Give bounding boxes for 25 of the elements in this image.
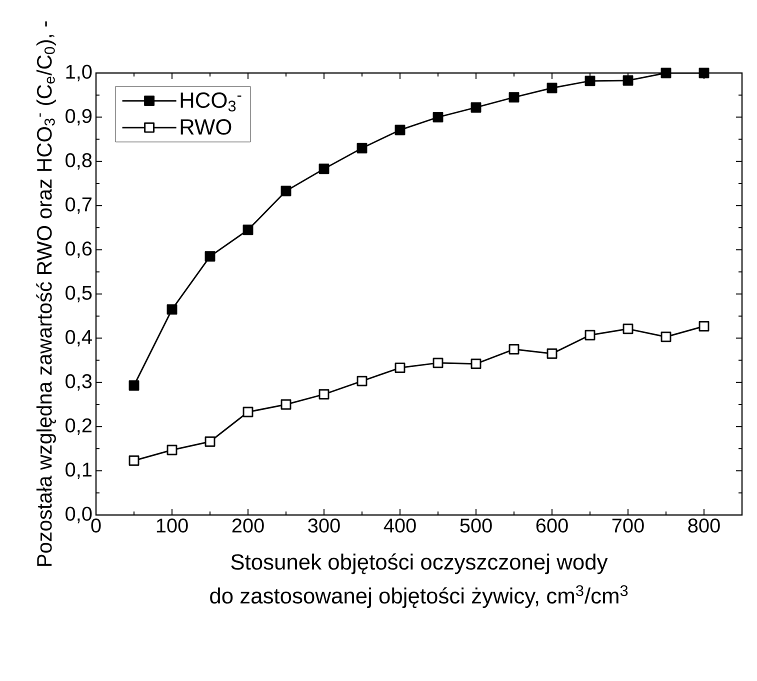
text: Stosunek objętości oczyszczonej wody bbox=[231, 553, 608, 574]
y-tick-label: 0,4 bbox=[66, 330, 92, 346]
x-tick-label: 200 bbox=[232, 518, 264, 533]
x-tick-label: 0 bbox=[91, 518, 101, 533]
text: do zastosowanej objętości żywicy, cm$^{3}$/cm$^{3}$ bbox=[210, 585, 628, 608]
x-tick-label: 400 bbox=[384, 518, 416, 533]
y-tick-label: 0,5 bbox=[66, 286, 92, 302]
y-tick-label: 0,8 bbox=[66, 153, 92, 170]
x-tick-label: 800 bbox=[688, 518, 720, 533]
x-tick-label: 700 bbox=[612, 518, 644, 533]
y-tick-label: 0,1 bbox=[66, 462, 92, 480]
y-tick-label: 0,0 bbox=[66, 506, 92, 524]
y-tick-label: 0,3 bbox=[66, 374, 92, 391]
legend-label: RWO bbox=[180, 119, 232, 135]
x-tick-label: 600 bbox=[536, 518, 568, 533]
x-tick-label: 100 bbox=[156, 518, 188, 533]
y-tick-label: 1,0 bbox=[66, 64, 92, 82]
y-tick-label: 0,7 bbox=[66, 197, 92, 214]
legend-label: HCO$_{3}$- bbox=[180, 92, 242, 112]
y-tick-label: 0,9 bbox=[66, 108, 92, 126]
y-tick-label: 0,6 bbox=[66, 242, 92, 258]
x-tick-label: 500 bbox=[460, 518, 492, 533]
y-tick-label: 0,2 bbox=[66, 418, 92, 435]
x-tick-label: 300 bbox=[308, 518, 340, 533]
y-axis-title: Pozostała względna zawartość RWO oraz HCO$_{3}$$^{-}$ (C$_{e}$/C$_{0}$), - bbox=[36, 21, 56, 566]
